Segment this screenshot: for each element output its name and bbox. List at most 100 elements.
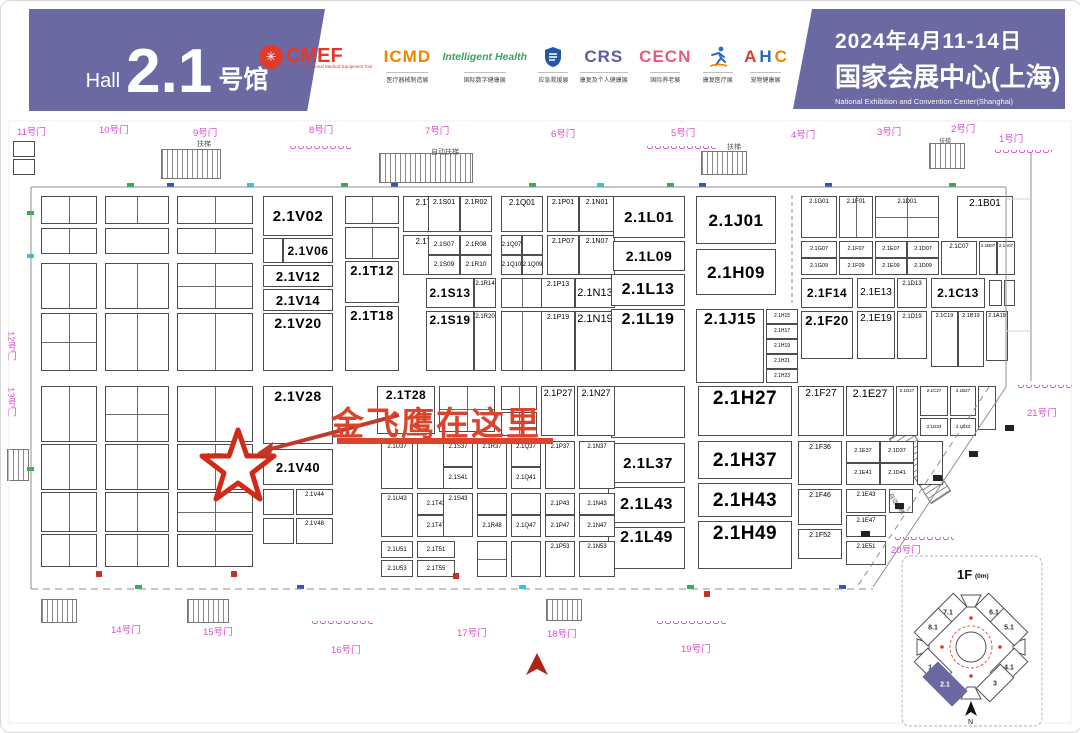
door-label-8号门: 8号门	[309, 125, 334, 136]
booth-2.1N19: 2.1N19	[575, 311, 615, 371]
booth-2.1E37: 2.1E37	[846, 441, 880, 463]
booth-2.1E09: 2.1E09	[875, 258, 907, 275]
booth-2.1R14: 2.1R14	[474, 278, 496, 308]
wall-marker	[391, 183, 398, 187]
booth-block	[105, 228, 169, 254]
hall-prefix: Hall	[85, 70, 121, 92]
booth-2.1N47: 2.1N47	[579, 515, 615, 537]
booth-2.1D27: 2.1D27	[896, 386, 918, 436]
wall-marker	[27, 211, 34, 215]
wall-marker	[127, 183, 134, 187]
booth-2.1L01: 2.1L01	[613, 196, 685, 238]
wall-marker	[247, 183, 254, 187]
svg-text:1F: 1F	[957, 567, 972, 582]
booth-2.1F01: 2.1F01	[839, 196, 873, 238]
escalator-icon	[41, 599, 77, 623]
door-label-14号门: 14号门	[111, 625, 141, 636]
booth-2.1H49: 2.1H49	[698, 521, 792, 569]
booth-block	[105, 492, 169, 532]
booth-2.1H43: 2.1H43	[698, 483, 792, 517]
door-canopy-icon	[994, 150, 1052, 156]
booth-2.1B19: 2.1B19	[958, 311, 984, 367]
door-canopy-icon	[1017, 385, 1073, 391]
svg-text:2.1: 2.1	[940, 682, 950, 689]
booth-2.1V20: 2.1V20	[263, 313, 333, 371]
booth-2.1G09: 2.1G09	[801, 258, 837, 275]
logo-CMEF: ✳ CMEF China International Medical Equipme…	[259, 43, 372, 71]
door-label-4号门: 4号门	[791, 130, 816, 141]
booth-block	[511, 493, 541, 515]
booth-block	[978, 386, 996, 430]
booth-2.1S41: 2.1S41	[443, 467, 473, 489]
door-canopy-icon	[646, 146, 716, 152]
booth-2.1S07: 2.1S07	[428, 235, 460, 255]
logo-caption: 国际数字健康展	[463, 72, 506, 84]
booth-2.1B07: 2.1B07	[979, 241, 997, 275]
door-canopy-icon	[311, 621, 373, 627]
booth-block	[477, 493, 507, 515]
door-label-12号门: 12号门	[5, 331, 16, 361]
svg-text:5.1: 5.1	[1004, 625, 1014, 632]
booth-2.1E07: 2.1E07	[875, 241, 907, 258]
booth-2.1A07: 2.1A07	[997, 241, 1015, 275]
booth-block	[177, 228, 253, 254]
booth-block	[105, 263, 169, 309]
wall-marker	[297, 585, 304, 589]
facility-label: 2.1Y39	[207, 453, 223, 459]
logo-AHC: A H C 宠物健康展	[744, 47, 787, 84]
door-label-9号门: 9号门	[193, 128, 218, 139]
facility-label: 扶梯	[727, 144, 741, 151]
hall-number: 2.1	[126, 37, 213, 107]
logo-CECN: CECN 国际养老展	[639, 47, 692, 84]
booth-2.1S09: 2.1S09	[428, 255, 460, 275]
wall-marker	[667, 183, 674, 187]
booth-block	[41, 444, 97, 490]
booth-2.1C27: 2.1C27	[920, 386, 948, 416]
booth-block	[105, 196, 169, 224]
booth-2.1P07: 2.1P07	[547, 235, 579, 275]
booth-2.1F07: 2.1F07	[839, 241, 873, 258]
pillar-marker	[861, 531, 870, 537]
booth-2.1F20: 2.1F20	[801, 311, 853, 359]
booth-block	[41, 313, 97, 371]
booth-2.1S13: 2.1S13	[426, 278, 474, 308]
booth-2.1R08: 2.1R08	[460, 235, 492, 255]
booth-block	[177, 386, 253, 442]
logo-caption: 应急救援展	[538, 72, 569, 84]
wall-marker	[27, 254, 34, 258]
booth-2.1P27: 2.1P27	[541, 386, 575, 436]
event-date: 2024年4月11-14日	[835, 30, 1022, 53]
door-label-18号门: 18号门	[547, 629, 577, 640]
booth-2.1R10: 2.1R10	[460, 255, 492, 275]
booth-block	[41, 386, 97, 442]
wall-marker	[519, 585, 526, 589]
booth-block	[501, 311, 543, 371]
booth-2.1N27: 2.1N27	[577, 386, 615, 436]
booth-block	[177, 534, 253, 567]
booth-block	[177, 444, 253, 490]
door-canopy-icon	[656, 621, 726, 627]
booth-2.1E41: 2.1E41	[846, 463, 880, 485]
booth-2.1B33: 2.1B33	[950, 418, 976, 436]
booth-block	[1004, 280, 1015, 306]
booth-2.1N37: 2.1N37	[579, 441, 615, 489]
booth-2.1H09: 2.1H09	[696, 249, 776, 295]
wall-marker	[167, 183, 174, 187]
door-label-2号门: 2号门	[951, 124, 976, 135]
booth-2.1N43: 2.1N43	[579, 493, 615, 515]
door-label-1号门: 1号门	[999, 134, 1024, 145]
booth-block	[611, 386, 685, 438]
door-label-13号门: 13号门	[5, 387, 16, 417]
wall-marker	[687, 585, 694, 589]
pillar-marker	[895, 503, 904, 509]
svg-text:3: 3	[993, 681, 997, 688]
booth-2.1B01: 2.1B01	[957, 196, 1013, 238]
booth-2.1U53: 2.1U53	[381, 560, 413, 577]
booth-block	[41, 492, 97, 532]
booth-2.1E13: 2.1E13	[857, 278, 895, 308]
booth-block	[177, 196, 253, 224]
hydrant-marker	[704, 591, 710, 597]
booth-2.1T55: 2.1T55	[417, 560, 455, 577]
booth-2.1H19: 2.1H19	[766, 339, 798, 354]
booth-2.1N13: 2.1N13	[575, 278, 615, 308]
